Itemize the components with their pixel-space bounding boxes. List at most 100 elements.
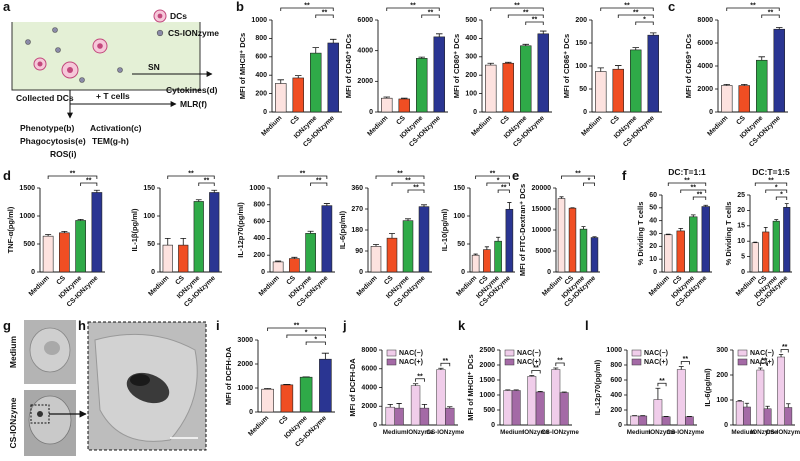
error-bar [597,67,605,72]
bar [385,406,395,426]
legend-label: NAC(−) [399,350,423,357]
y-tick-label: 1500 [19,185,35,192]
legend-swatch [386,349,397,357]
y-tick-label: 50 [147,241,155,248]
legend-swatch [737,349,748,357]
error-bar [211,189,218,193]
bar [685,416,694,426]
row-label: Medium [8,336,18,369]
significance-bracket [657,382,667,387]
significance-label: ** [532,17,538,24]
error-bar [690,214,696,217]
error-bar [505,389,511,391]
error-bar [649,32,657,36]
x-tick-label: Medium [356,275,379,298]
y-tick-label: 500 [483,407,495,414]
significance-label: ** [683,356,689,363]
y-tick-label: 800 [255,35,267,42]
error-bar [592,236,597,238]
significance-bracket [775,196,788,200]
y-tick-label: 200 [716,372,728,379]
bar [75,220,86,273]
y-tick-label: 200 [575,17,587,24]
bar [751,242,759,273]
y-tick-label: 2500 [479,347,495,354]
significance-bracket [277,175,328,179]
significance-bracket [780,349,789,353]
y-tick-label: 25 [737,192,745,199]
label: ROS(i) [50,149,77,159]
bar [292,77,304,113]
error-bar [775,27,783,30]
significance-bracket [617,14,654,18]
significance-label: ** [397,171,403,178]
y-tick-label: 20 [737,207,745,214]
x-tick-label: CS-IONzyme [666,429,704,436]
x-tick-label: Medium [706,115,729,138]
y-axis-label: MFI of CD40⁺ DCs [344,34,353,98]
legend-text: CS-IONzyme [168,28,219,38]
y-tick-label: 40 [649,218,657,225]
error-bar [665,233,671,235]
bar [735,401,744,426]
significance-label: ** [575,171,581,178]
bar [676,230,685,273]
y-tick-label: 150 [143,185,155,192]
significance-bracket [280,7,334,11]
x-tick-label: CS-IONzyme [426,429,464,436]
significance-bracket [555,362,565,366]
y-tick-label: 15000 [532,206,552,213]
y-tick-label: 0 [724,422,728,429]
y-tick-label: 500 [465,17,477,24]
bar [551,369,561,426]
tem-images: Medium CS-IONzyme [8,320,207,456]
error-bar [513,389,519,391]
bar [209,192,220,273]
x-tick-label: Medium [648,275,671,298]
bar [59,232,70,273]
significance-label: ** [659,378,665,385]
y-tick-label: 60 [649,192,657,199]
chart-title: DC:T=1:5 [752,167,790,177]
panel-label: j [342,318,347,333]
error-bar [307,230,314,234]
significance-label: ** [428,10,434,17]
error-bar [778,354,784,357]
bar [370,246,382,273]
y-tick-label: 400 [610,392,622,399]
bar [91,192,103,273]
y-tick-label: 0 [547,269,551,276]
bar [193,201,204,273]
y-tick-label: 1000 [249,185,265,192]
significance-bracket [765,189,788,193]
dc-cell [33,9,167,79]
significance-label: * [305,330,308,337]
error-bar [581,226,586,230]
bar [272,261,284,273]
error-bar [164,238,171,246]
significance-label: ** [761,358,767,365]
error-bar [405,218,411,221]
x-tick-label: Medium [383,429,407,436]
y-axis-label: IL-12p70(pg/ml) [236,202,245,258]
legend-swatch [504,358,515,366]
y-axis-label: % Dividing T cells [636,202,645,266]
zoom-box [30,404,50,424]
y-axis-label: MFI of DCFH-DA [348,358,357,417]
label: + T cells [96,91,130,101]
y-tick-label: 800 [610,362,622,369]
error-bar [763,226,768,232]
significance-bracket [286,334,326,338]
significance-bracket [692,196,707,200]
y-tick-label: 0 [461,269,465,276]
significance-bracket [525,21,544,25]
bar [784,407,793,426]
error-bar [765,405,770,409]
significance-bracket [407,189,425,193]
error-bar [740,84,748,86]
y-tick-label: 270 [351,206,363,213]
bar [772,220,780,273]
bar [756,59,768,113]
bar [630,415,639,426]
